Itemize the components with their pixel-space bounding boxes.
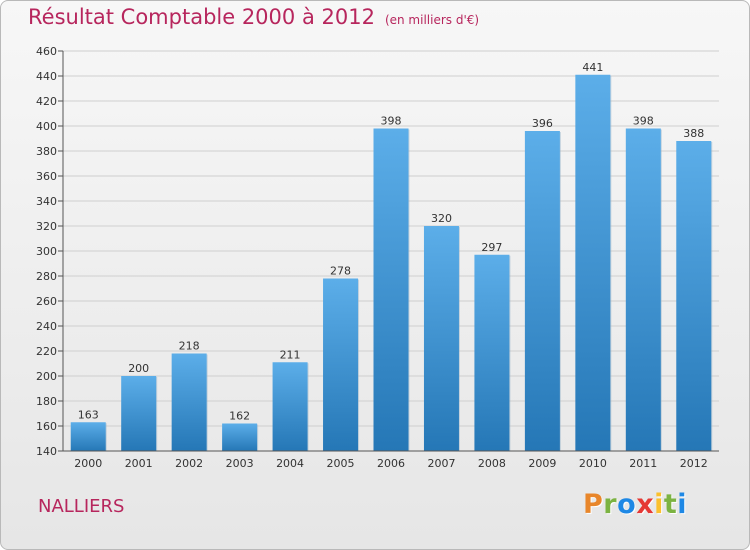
bar-2002[interactable] bbox=[171, 353, 207, 452]
y-tick-label: 160 bbox=[36, 420, 57, 433]
bar-2000[interactable] bbox=[70, 422, 106, 451]
x-tick-label: 2000 bbox=[74, 457, 102, 470]
logo-letter: r bbox=[603, 489, 618, 520]
value-label-2009: 396 bbox=[532, 117, 553, 130]
bar-2009[interactable] bbox=[524, 131, 560, 451]
logo-letter: P bbox=[583, 489, 604, 520]
x-tick-label: 2004 bbox=[276, 457, 304, 470]
y-tick-label: 140 bbox=[36, 445, 57, 458]
y-tick-label: 240 bbox=[36, 320, 57, 333]
x-axis: 2000 2001 2002 2003 2004 2005 2006 2007 2008 2009… bbox=[63, 450, 719, 470]
y-tick-label: 220 bbox=[36, 345, 57, 358]
y-axis: 140 160 180 200 220 240 260 280 300 320 340 360 380 4… bbox=[36, 45, 64, 458]
bar-2011[interactable] bbox=[625, 128, 661, 452]
chart-title: Résultat Comptable 2000 à 2012 (en millie… bbox=[28, 5, 479, 29]
x-tick-label: 2010 bbox=[579, 457, 607, 470]
value-label-2010: 441 bbox=[582, 61, 603, 74]
value-label-2007: 320 bbox=[431, 212, 452, 225]
y-tick-label: 180 bbox=[36, 395, 57, 408]
x-tick-label: 2002 bbox=[175, 457, 203, 470]
logo-letter: i bbox=[677, 489, 688, 520]
bar-2003[interactable] bbox=[222, 423, 258, 452]
x-tick-label: 2011 bbox=[629, 457, 657, 470]
y-tick-label: 360 bbox=[36, 170, 57, 183]
bar-2001[interactable] bbox=[121, 376, 157, 451]
y-tick-label: 420 bbox=[36, 95, 57, 108]
x-tick-label: 2007 bbox=[427, 457, 455, 470]
x-tick-label: 2005 bbox=[327, 457, 355, 470]
x-tick-label: 2009 bbox=[528, 457, 556, 470]
x-tick-label: 2008 bbox=[478, 457, 506, 470]
y-tick-label: 440 bbox=[36, 70, 57, 83]
value-label-2008: 297 bbox=[481, 241, 502, 254]
y-tick-label: 340 bbox=[36, 195, 57, 208]
value-label-2001: 200 bbox=[128, 362, 149, 375]
logo-letter: i bbox=[654, 489, 664, 520]
y-tick-label: 200 bbox=[36, 370, 57, 383]
bar-2005[interactable] bbox=[323, 278, 359, 452]
proxiti-logo[interactable]: Proxiti bbox=[583, 489, 687, 520]
bar-2008[interactable] bbox=[474, 254, 510, 451]
logo-letter: t bbox=[663, 489, 678, 520]
bar-2004[interactable] bbox=[272, 362, 308, 451]
bar-2012[interactable] bbox=[676, 141, 712, 451]
y-tick-label: 280 bbox=[36, 270, 57, 283]
value-label-2000: 163 bbox=[78, 408, 99, 421]
value-label-2011: 398 bbox=[633, 115, 654, 128]
bars: 163 200 218 162 211 278 398 320 297 396 441 398 388 bbox=[70, 61, 713, 452]
bar-2006[interactable] bbox=[373, 128, 409, 452]
value-label-2005: 278 bbox=[330, 265, 351, 278]
x-tick-label: 2006 bbox=[377, 457, 405, 470]
x-tick-label: 2001 bbox=[125, 457, 153, 470]
title-unit: (en milliers d'€) bbox=[384, 13, 480, 27]
y-tick-label: 460 bbox=[36, 45, 57, 58]
bar-2007[interactable] bbox=[423, 226, 459, 451]
value-label-2002: 218 bbox=[179, 340, 200, 353]
x-tick-label: 2012 bbox=[680, 457, 708, 470]
y-tick-label: 400 bbox=[36, 120, 57, 133]
logo-letter: o bbox=[617, 489, 637, 520]
value-label-2004: 211 bbox=[280, 348, 301, 361]
value-label-2012: 388 bbox=[683, 127, 704, 140]
value-label-2006: 398 bbox=[381, 115, 402, 128]
title-text: Résultat Comptable 2000 à 2012 bbox=[28, 5, 375, 29]
value-label-2003: 162 bbox=[229, 410, 250, 423]
y-tick-label: 300 bbox=[36, 245, 57, 258]
y-tick-label: 380 bbox=[36, 145, 57, 158]
location-name: NALLIERS bbox=[38, 496, 125, 517]
y-tick-label: 260 bbox=[36, 295, 57, 308]
x-tick-label: 2003 bbox=[226, 457, 254, 470]
bar-2010[interactable] bbox=[575, 74, 611, 451]
logo-letter: x bbox=[636, 489, 655, 520]
y-tick-label: 320 bbox=[36, 220, 57, 233]
